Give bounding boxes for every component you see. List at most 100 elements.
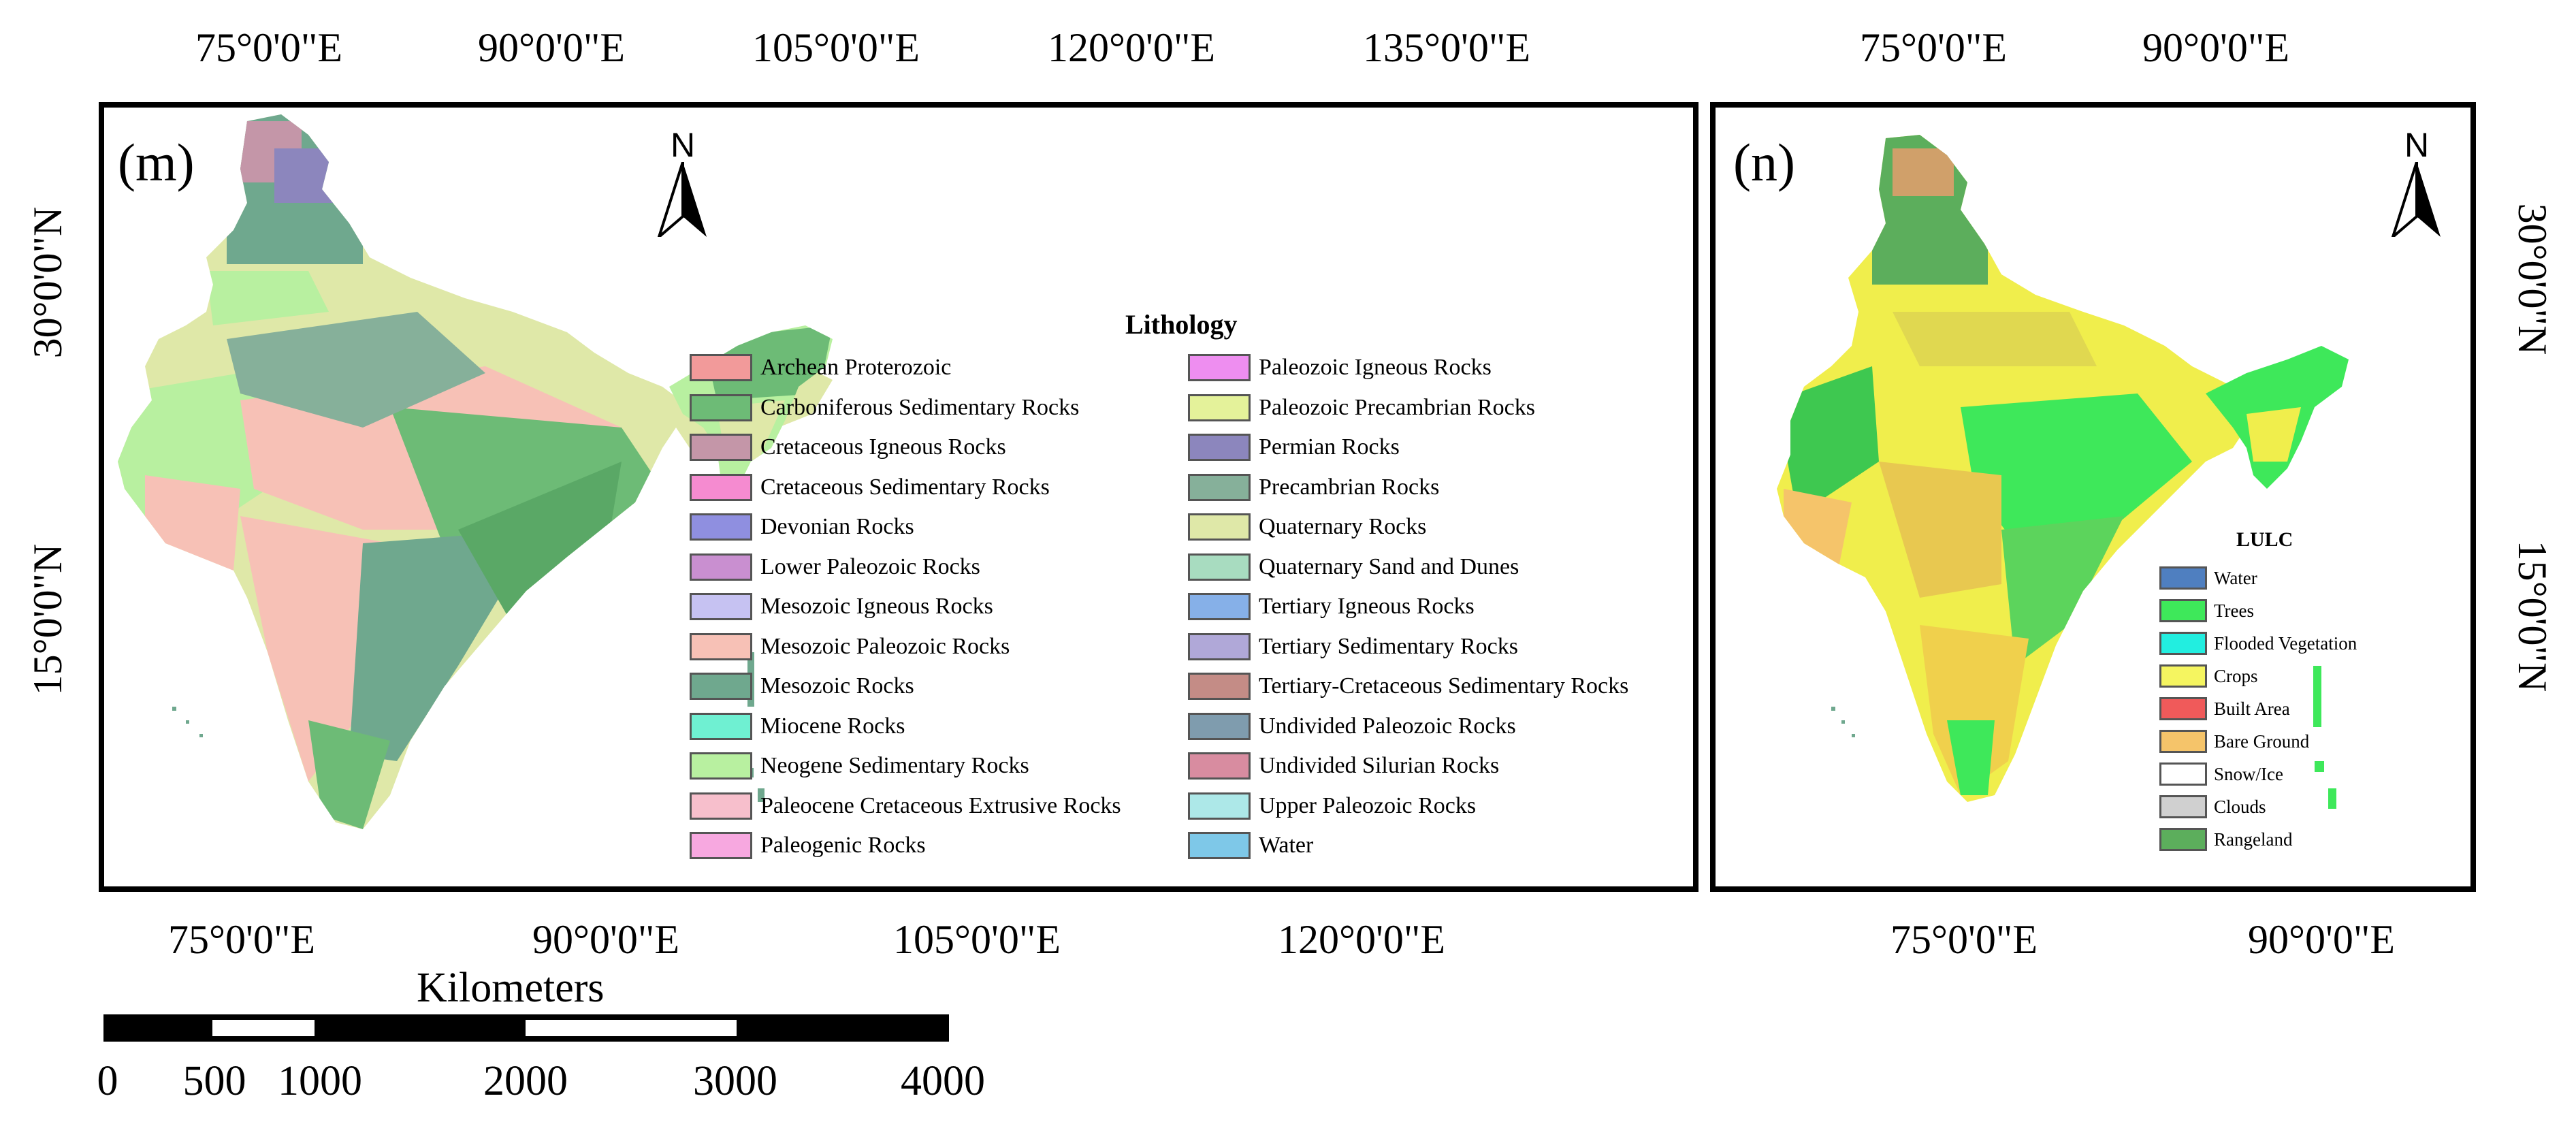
lithology-legend-label: Undivided Paleozoic Rocks (1259, 713, 1516, 739)
lithology-legend-label: Tertiary Sedimentary Rocks (1259, 633, 1518, 659)
bottom-coord-n-0: 75°0'0"E (1890, 917, 2038, 962)
lithology-legend-swatch (690, 632, 752, 660)
top-coord-n-1: 90°0'0"E (2142, 25, 2289, 70)
lithology-legend-label: Devonian Rocks (760, 514, 914, 539)
lulc-legend-label: Rangeland (2214, 829, 2293, 850)
lithology-legend-item: Mesozoic Igneous Rocks (690, 593, 993, 620)
lithology-legend-item: Miocene Rocks (690, 712, 905, 740)
lithology-legend-label: Miocene Rocks (760, 713, 905, 739)
lithology-legend-label: Tertiary Igneous Rocks (1259, 594, 1475, 619)
lithology-legend-item: Tertiary Igneous Rocks (1188, 593, 1475, 620)
lithology-legend-swatch (690, 354, 752, 381)
lithology-legend-label: Cretaceous Igneous Rocks (760, 434, 1006, 460)
lithology-legend-label: Neogene Sedimentary Rocks (760, 753, 1029, 778)
lithology-legend-label: Mesozoic Rocks (760, 673, 914, 699)
lithology-legend-item: Tertiary Sedimentary Rocks (1188, 632, 1518, 660)
lithology-legend-swatch (690, 792, 752, 820)
lithology-legend-item: Devonian Rocks (690, 513, 914, 541)
bottom-coord-m-3: 120°0'0"E (1278, 917, 1445, 962)
lithology-legend-item: Paleozoic Igneous Rocks (1188, 354, 1492, 381)
lithology-legend-label: Archean Proterozoic (760, 355, 952, 380)
map-frame-m: (m) (99, 102, 1698, 892)
lulc-legend-swatch (2159, 828, 2207, 851)
lulc-legend-swatch (2159, 566, 2207, 590)
lithology-legend-item: Lower Paleozoic Rocks (690, 553, 980, 581)
lithology-legend-swatch (690, 752, 752, 780)
lithology-legend-label: Paleozoic Precambrian Rocks (1259, 394, 1535, 420)
lithology-legend-label: Quaternary Rocks (1259, 514, 1427, 539)
lithology-legend-item: Archean Proterozoic (690, 354, 951, 381)
lulc-legend-item: Water (2159, 566, 2257, 590)
top-coord-n-0: 75°0'0"E (1860, 25, 2007, 70)
lulc-legend-label: Trees (2214, 600, 2255, 621)
lithology-legend-label: Carboniferous Sedimentary Rocks (760, 394, 1080, 420)
scalebar-label-4000: 4000 (901, 1058, 985, 1104)
lithology-legend-swatch (1188, 673, 1251, 700)
legend-title-n: LULC (2236, 528, 2293, 551)
top-coord-m-0: 75°0'0"E (195, 25, 342, 70)
lithology-legend-swatch (690, 394, 752, 421)
lithology-legend-label: Precambrian Rocks (1259, 474, 1440, 500)
lithology-legend-swatch (690, 593, 752, 620)
india-lulc-map (1777, 135, 2349, 809)
lithology-legend-label: Undivided Silurian Rocks (1259, 753, 1500, 778)
lithology-legend-swatch (1188, 792, 1251, 820)
north-arrow-m: N (656, 128, 710, 244)
north-arrow-icon (657, 162, 707, 237)
lulc-legend-swatch (2159, 697, 2207, 720)
north-label-m: N (670, 126, 696, 164)
map-frame-n: (n) (1710, 102, 2476, 892)
left-coord-m-1: 15°0'0"N (25, 543, 70, 696)
lithology-legend-swatch (1188, 593, 1251, 620)
right-coord-n-1: 15°0'0"N (2510, 540, 2555, 692)
legend-title-m: Lithology (1125, 309, 1238, 340)
islands-m (172, 652, 764, 802)
lakshadweep-n (1831, 707, 1855, 737)
lithology-legend-item: Precambrian Rocks (1188, 473, 1440, 501)
lulc-legend-swatch (2159, 632, 2207, 655)
lulc-legend-label: Water (2214, 567, 2257, 588)
lulc-legend-label: Built Area (2214, 698, 2290, 719)
lithology-legend-swatch (690, 832, 752, 859)
lithology-legend-item: Water (1188, 832, 1313, 859)
top-coord-m-3: 120°0'0"E (1048, 25, 1215, 70)
lithology-legend-item: Paleogenic Rocks (690, 832, 926, 859)
lulc-legend-label: Bare Ground (2214, 730, 2310, 752)
left-coord-m-0: 30°0'0"N (25, 206, 70, 359)
scalebar-label-0: 0 (97, 1058, 118, 1104)
lithology-legend-item: Cretaceous Sedimentary Rocks (690, 473, 1050, 501)
scalebar-title: Kilometers (417, 965, 605, 1011)
lithology-legend-item: Permian Rocks (1188, 434, 1400, 461)
scalebar-label-500: 500 (182, 1058, 246, 1104)
lithology-legend-item: Quaternary Rocks (1188, 513, 1426, 541)
lulc-legend-swatch (2159, 730, 2207, 753)
lithology-legend-swatch (1188, 394, 1251, 421)
lulc-legend-swatch (2159, 795, 2207, 818)
lulc-legend-label: Snow/Ice (2214, 763, 2283, 784)
lithology-legend-item: Undivided Silurian Rocks (1188, 752, 1499, 780)
lithology-legend-swatch (1188, 473, 1251, 501)
lithology-legend-label: Water (1259, 833, 1314, 858)
islands-n (2313, 666, 2336, 809)
bottom-coord-m-1: 90°0'0"E (532, 917, 679, 962)
lulc-legend-item: Built Area (2159, 697, 2290, 720)
lithology-legend-label: Mesozoic Paleozoic Rocks (760, 633, 1010, 659)
lithology-legend-label: Lower Paleozoic Rocks (760, 553, 980, 579)
lithology-legend-item: Mesozoic Rocks (690, 673, 914, 700)
lulc-legend-item: Rangeland (2159, 828, 2292, 851)
lithology-legend-label: Tertiary-Cretaceous Sedimentary Rocks (1259, 673, 1629, 699)
scalebar-label-1000: 1000 (278, 1058, 362, 1104)
bottom-coord-m-2: 105°0'0"E (893, 917, 1061, 962)
lithology-legend-label: Quaternary Sand and Dunes (1259, 553, 1519, 579)
lithology-legend-swatch (1188, 354, 1251, 381)
lithology-legend-label: Permian Rocks (1259, 434, 1400, 460)
lithology-legend-item: Quaternary Sand and Dunes (1188, 553, 1519, 581)
lithology-legend-item: Paleocene Cretaceous Extrusive Rocks (690, 792, 1121, 820)
lulc-legend-item: Flooded Vegetation (2159, 632, 2357, 655)
lithology-legend-swatch (690, 553, 752, 581)
lithology-legend-label: Paleozoic Igneous Rocks (1259, 355, 1492, 380)
north-label-n: N (2404, 126, 2430, 164)
top-coord-m-4: 135°0'0"E (1363, 25, 1530, 70)
lithology-legend-label: Paleogenic Rocks (760, 833, 926, 858)
lulc-legend-label: Crops (2214, 665, 2258, 686)
